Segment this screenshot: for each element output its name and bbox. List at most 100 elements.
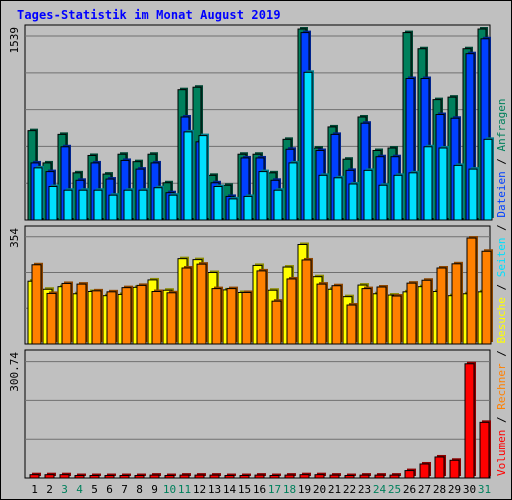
bar-volumen-day-14 [224,475,235,479]
bar-seiten-day-7 [123,189,133,221]
day-label-30: 30 [463,483,476,496]
day-label-17: 17 [268,483,281,496]
bar-volumen-day-23-shadow [362,473,371,476]
bar-rechner-day-12 [196,263,207,345]
day-label-20: 20 [313,483,326,496]
legend-dateien: Dateien [495,171,508,217]
bar-seiten-day-29 [453,164,463,221]
bar-seiten-day-13 [213,185,223,221]
bar-volumen-day-11 [179,474,190,479]
bar-rechner-day-16 [256,270,267,345]
day-label-5: 5 [91,483,98,496]
bar-seiten-day-19 [303,71,313,221]
bar-volumen-day-7-shadow [122,473,131,476]
legend-besuche: Besuche [495,297,508,343]
bar-volumen-day-18 [284,474,295,479]
day-label-12: 12 [193,483,206,496]
day-label-10: 10 [163,483,176,496]
bar-volumen-day-25-shadow [392,473,401,476]
day-label-8: 8 [136,483,143,496]
bar-seiten-day-16 [258,171,268,221]
bar-seiten-day-24 [378,184,388,221]
bar-volumen-day-5 [89,475,100,479]
bar-volumen-day-6 [104,475,115,479]
chart-title: Tages-Statistik im Monat August 2019 [17,8,281,22]
bar-rechner-day-26 [406,282,417,345]
legend-sep: / [495,344,508,364]
day-label-22: 22 [343,483,356,496]
legend-sep: / [495,410,508,430]
day-label-1: 1 [31,483,38,496]
bar-rechner-day-15 [241,291,252,345]
bar-volumen-day-11-shadow [182,473,191,476]
bar-volumen-day-17-shadow [272,473,281,476]
bar-volumen-day-2 [44,474,55,479]
day-label-7: 7 [121,483,128,496]
day-label-27: 27 [418,483,431,496]
day-label-6: 6 [106,483,113,496]
legend-rechner: Rechner [495,363,508,410]
bar-seiten-day-8 [138,189,148,221]
bar-volumen-day-5-shadow [92,473,101,476]
bar-seiten-day-6 [108,194,118,221]
bar-seiten-day-31 [483,138,493,221]
bar-volumen-day-18-shadow [287,473,296,476]
panel-top-scale-label: 1539 [8,27,21,54]
bar-seiten-day-22 [348,183,358,221]
day-label-11: 11 [178,483,191,496]
bar-rechner-day-20 [316,283,327,345]
bar-volumen-day-24-shadow [377,473,386,476]
bar-volumen-day-22 [344,475,355,479]
bar-rechner-day-11 [181,267,192,345]
bar-volumen-day-21-shadow [332,473,341,476]
bar-rechner-day-19 [301,259,312,345]
day-label-16: 16 [253,483,266,496]
bar-volumen-day-30 [464,363,475,479]
bar-volumen-day-8 [134,475,145,479]
bar-rechner-day-29 [451,263,462,345]
panel-bottom-scale-label: 300.74 [8,352,21,392]
bar-seiten-day-4 [78,189,88,221]
bar-volumen-day-22-shadow [347,473,356,476]
bar-volumen-day-9-shadow [152,473,161,476]
bar-volumen-day-13-shadow [212,473,221,476]
bar-volumen-day-7 [119,475,130,479]
bar-rechner-day-14 [226,288,237,345]
bar-volumen-day-21 [329,474,340,479]
bar-volumen-day-27 [419,463,430,479]
bar-volumen-day-31 [479,421,490,479]
bar-rechner-day-4 [76,283,87,345]
bar-rechner-day-25 [391,295,402,345]
bar-rechner-day-2 [46,292,57,345]
bar-rechner-day-24 [376,286,387,345]
bar-seiten-day-28 [438,147,448,221]
bar-seiten-day-14 [228,198,238,221]
day-label-13: 13 [208,483,221,496]
bar-volumen-day-6-shadow [107,473,116,476]
bar-rechner-day-6 [106,291,117,345]
bar-rechner-day-23 [361,288,372,345]
bar-rechner-day-22 [346,304,357,345]
legend-volumen: Volumen [495,430,508,476]
day-label-14: 14 [223,483,237,496]
bar-volumen-day-8-shadow [137,473,146,476]
bar-volumen-day-15 [239,475,250,479]
bar-volumen-day-12 [194,474,205,479]
bar-seiten-day-15 [243,195,253,221]
bar-volumen-day-17 [269,475,280,479]
day-label-29: 29 [448,483,461,496]
day-label-28: 28 [433,483,446,496]
bar-volumen-day-9 [149,474,160,479]
bar-volumen-day-12-shadow [197,473,206,476]
bar-volumen-day-15-shadow [242,473,251,476]
bar-rechner-day-5 [91,290,102,345]
bar-seiten-day-21 [333,177,343,221]
panel-middle-scale-label: 354 [8,228,21,248]
bar-volumen-day-10 [164,475,175,479]
day-label-4: 4 [76,483,83,496]
bar-seiten-day-18 [288,162,298,221]
day-label-24: 24 [373,483,387,496]
bar-volumen-day-16 [254,474,265,479]
bar-rechner-day-10 [166,292,177,345]
